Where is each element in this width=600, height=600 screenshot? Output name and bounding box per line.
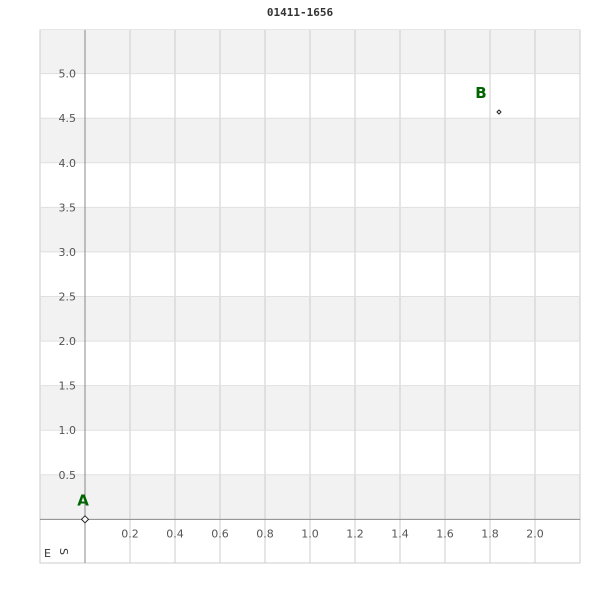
x-tick-label: 1.6 xyxy=(436,527,454,540)
x-tick-label: 0.6 xyxy=(211,527,229,540)
x-tick-label: 1.0 xyxy=(301,527,319,540)
point-label-b: B xyxy=(475,84,486,102)
corner-label-e: E xyxy=(44,547,51,560)
y-tick-label: 2.0 xyxy=(59,335,77,348)
y-tick-label: 2.5 xyxy=(59,291,77,304)
x-tick-label: 1.8 xyxy=(481,527,499,540)
y-tick-label: 4.0 xyxy=(59,157,77,170)
x-tick-label: 1.2 xyxy=(346,527,364,540)
corner-label-s: S xyxy=(57,548,70,555)
point-a xyxy=(80,515,90,524)
y-tick-label: 1.0 xyxy=(59,424,77,437)
chart-title: 01411-1656 xyxy=(266,6,334,19)
point-b xyxy=(496,109,502,115)
x-tick-label: 1.4 xyxy=(391,527,409,540)
y-tick-label: 5.0 xyxy=(59,68,77,81)
y-tick-label: 1.5 xyxy=(59,380,77,393)
x-tick-label: 2.0 xyxy=(526,527,544,540)
x-tick-label: 0.2 xyxy=(121,527,139,540)
y-tick-label: 3.0 xyxy=(59,246,77,259)
point-label-a: A xyxy=(77,491,89,509)
x-tick-label: 0.4 xyxy=(166,527,184,540)
y-tick-label: 0.5 xyxy=(59,469,77,482)
x-tick-label: 0.8 xyxy=(256,527,274,540)
y-tick-label: 3.5 xyxy=(59,201,77,214)
y-tick-label: 4.5 xyxy=(59,112,77,125)
